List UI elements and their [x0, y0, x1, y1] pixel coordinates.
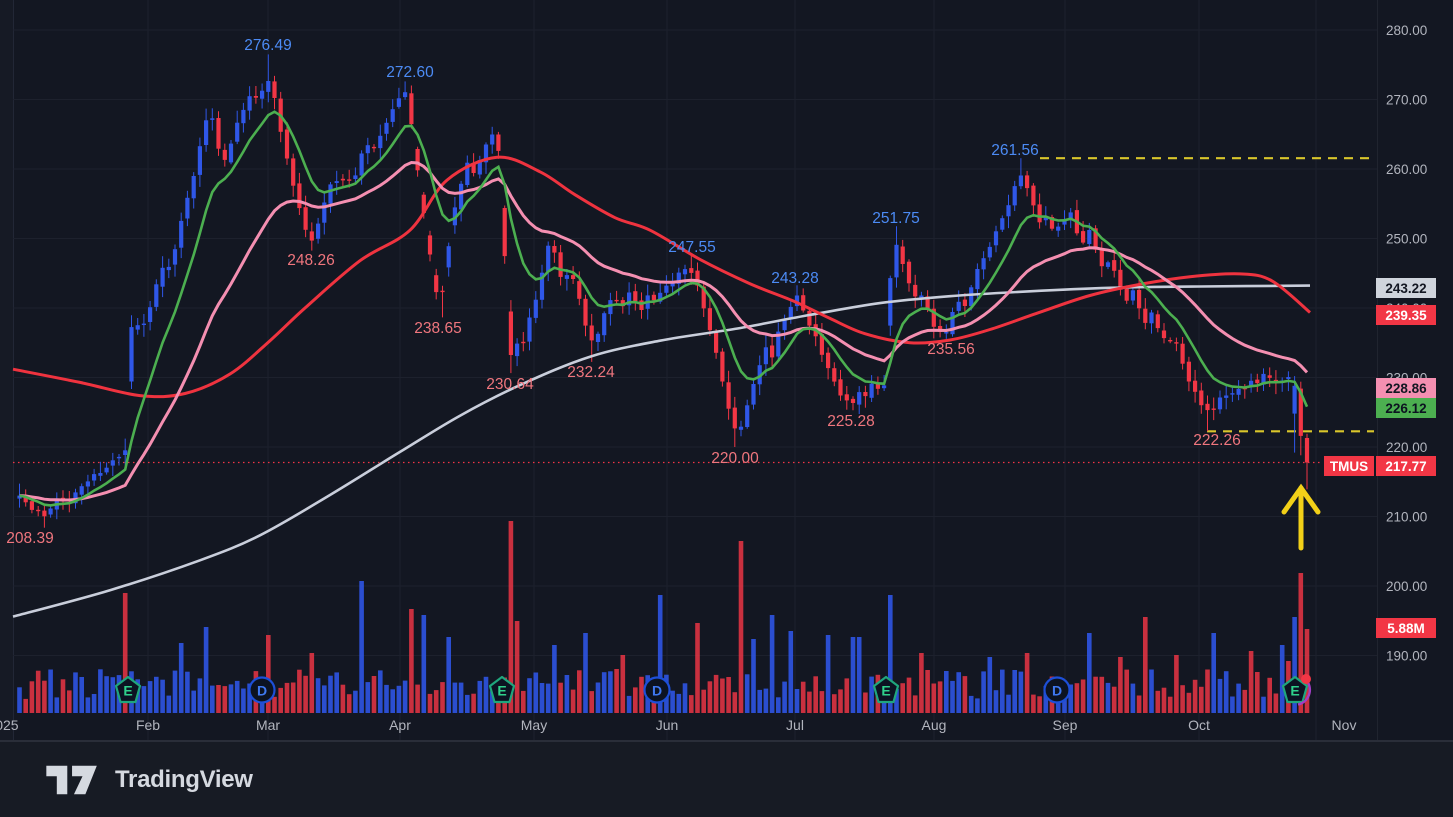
tradingview-wordmark: TradingView: [115, 766, 253, 793]
price-label-228_86: 228.86: [1376, 378, 1436, 398]
svg-text:Jul: Jul: [786, 717, 804, 733]
svg-text:226.12: 226.12: [1385, 401, 1426, 416]
svg-text:Aug: Aug: [922, 717, 947, 733]
annotation-243_28: 243.28: [771, 270, 818, 287]
price-label-243_22: 243.22: [1376, 278, 1436, 298]
price-axis[interactable]: 280.00270.00260.00250.00240.00230.00220.…: [1324, 0, 1436, 740]
svg-text:May: May: [521, 717, 547, 733]
svg-text:200.00: 200.00: [1386, 579, 1427, 594]
ma-green-line: [19, 110, 1309, 507]
ma-pink-line: [19, 160, 1309, 502]
price-label-226_12: 226.12: [1376, 398, 1436, 418]
earnings-badge[interactable]: E: [488, 675, 516, 704]
annotation-235_56: 235.56: [927, 341, 974, 358]
svg-text:D: D: [652, 683, 662, 699]
annotation-225_28: 225.28: [827, 413, 874, 430]
svg-text:220.00: 220.00: [1386, 440, 1427, 455]
grid-layer: [13, 0, 1377, 740]
annotation-272_60: 272.60: [386, 64, 434, 81]
svg-text:Mar: Mar: [256, 717, 280, 733]
svg-text:270.00: 270.00: [1386, 93, 1427, 108]
tradingview-logo[interactable]: TradingView: [45, 760, 253, 800]
svg-text:Oct: Oct: [1188, 717, 1210, 733]
svg-text:243.22: 243.22: [1385, 281, 1426, 296]
svg-text:Sep: Sep: [1053, 717, 1078, 733]
svg-text:TMUS: TMUS: [1330, 459, 1368, 474]
earnings-badge[interactable]: E: [872, 675, 900, 704]
svg-text:Nov: Nov: [1332, 717, 1357, 733]
price-annotations: 276.49 272.60 248.26 238.65 230.64 232.24 247.…: [6, 37, 1240, 547]
annotation-261_56: 261.56: [991, 142, 1038, 159]
earnings-badge[interactable]: E: [1281, 674, 1312, 706]
svg-text:210.00: 210.00: [1386, 510, 1427, 525]
annotation-220_00: 220.00: [711, 450, 759, 467]
dividend-badge[interactable]: D: [643, 676, 671, 704]
svg-text:217.77: 217.77: [1385, 459, 1426, 474]
annotation-247_55: 247.55: [668, 239, 715, 256]
annotation-248_26: 248.26: [287, 252, 334, 269]
svg-text:Apr: Apr: [389, 717, 411, 733]
yellow-up-arrow: [1281, 483, 1321, 551]
ma-gray-line: [12, 284, 1311, 618]
svg-text:E: E: [497, 683, 506, 699]
svg-text:E: E: [1290, 683, 1299, 699]
annotation-208_39: 208.39: [6, 530, 53, 547]
svg-text:D: D: [257, 683, 267, 699]
annotation-232_24: 232.24: [567, 364, 615, 381]
tradingview-logo-icon: [46, 765, 97, 795]
dividend-badge[interactable]: D: [1043, 676, 1071, 704]
earnings-badge[interactable]: E: [114, 675, 142, 704]
price-label-217_77: TMUS 217.77: [1324, 456, 1436, 476]
svg-text:Jun: Jun: [656, 717, 679, 733]
time-axis[interactable]: 2025 Feb Mar Apr May Jun Jul Aug Sep Oct Nov: [0, 717, 1356, 733]
svg-text:2025: 2025: [0, 717, 19, 733]
dividend-badge[interactable]: D: [248, 676, 276, 704]
annotation-276_49: 276.49: [244, 37, 291, 54]
svg-text:Feb: Feb: [136, 717, 160, 733]
svg-text:239.35: 239.35: [1385, 308, 1427, 323]
svg-text:E: E: [123, 683, 132, 699]
annotation-230_64: 230.64: [486, 376, 534, 393]
svg-text:190.00: 190.00: [1386, 649, 1427, 664]
annotation-238_65: 238.65: [414, 320, 461, 337]
svg-text:260.00: 260.00: [1386, 162, 1427, 177]
price-label-5_88M: 5.88M: [1376, 618, 1436, 638]
ma-red-line: [12, 155, 1311, 399]
price-label-239_35: 239.35: [1376, 305, 1436, 325]
price-chart[interactable]: 276.49 272.60 248.26 238.65 230.64 232.24 247.…: [0, 0, 1453, 741]
annotation-222_26: 222.26: [1193, 432, 1240, 449]
svg-text:E: E: [881, 683, 890, 699]
svg-text:250.00: 250.00: [1386, 232, 1427, 247]
svg-text:5.88M: 5.88M: [1387, 621, 1425, 636]
svg-text:280.00: 280.00: [1386, 23, 1427, 38]
volume-bars-layer: [17, 521, 1310, 713]
svg-text:228.86: 228.86: [1385, 381, 1427, 396]
chart-canvas-container[interactable]: 276.49 272.60 248.26 238.65 230.64 232.24 247.…: [0, 0, 1453, 741]
svg-text:D: D: [1052, 683, 1062, 699]
annotation-251_75: 251.75: [872, 210, 919, 227]
footer-bar: TradingView: [0, 741, 1453, 817]
